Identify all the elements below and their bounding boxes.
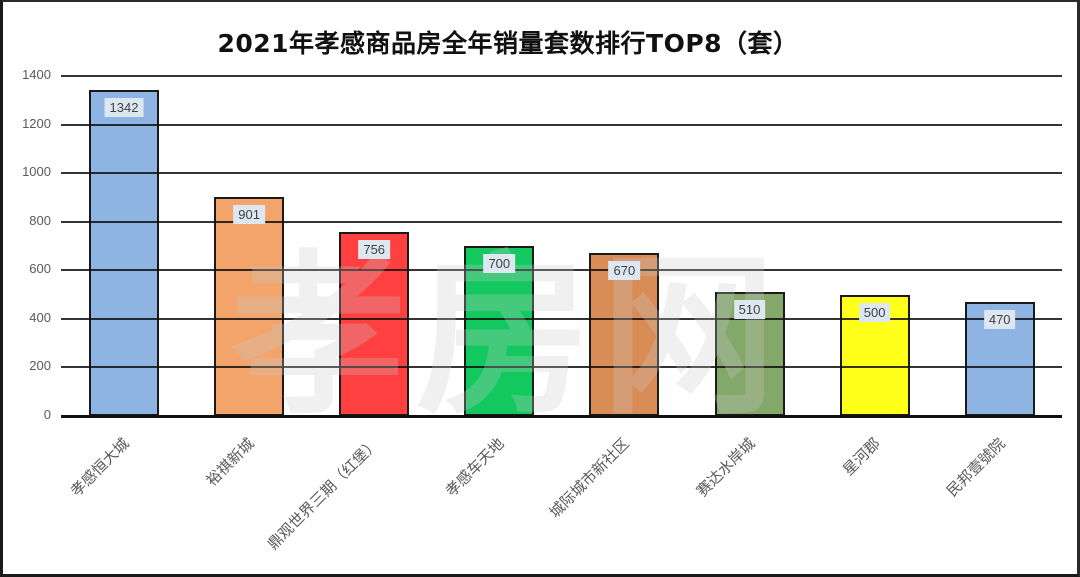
chart-title: 2021年孝感商品房全年销量套数排行TOP8（套）: [217, 29, 799, 58]
gridline: [61, 269, 1062, 272]
bar-3: [339, 232, 410, 416]
gridline: [61, 317, 1062, 320]
y-tick-label: 1400: [22, 67, 51, 82]
y-tick-label: 1000: [22, 164, 51, 180]
data-label: 1342: [104, 98, 144, 118]
data-label: 756: [358, 240, 391, 260]
bar-1: [89, 90, 159, 416]
y-tick-label: 800: [29, 212, 51, 228]
data-label: 470: [983, 309, 1016, 329]
data-label: 670: [608, 261, 641, 281]
x-tick-label: 赛达水岸城: [692, 434, 759, 501]
x-tick-label: 民邦壹號院: [942, 434, 1009, 501]
bar-2: [214, 197, 285, 416]
data-label: 901: [233, 205, 265, 225]
y-tick-label: 400: [29, 309, 51, 325]
data-label: 500: [858, 302, 891, 322]
x-tick-label: 裕祺新城: [202, 434, 258, 490]
gridline: [61, 366, 1062, 369]
y-tick-label: 0: [43, 407, 51, 422]
gridline: [61, 123, 1062, 126]
data-label: 510: [733, 300, 766, 320]
y-tick-label: 600: [29, 261, 51, 277]
x-axis-line: [61, 415, 1062, 418]
bar-5: [589, 253, 660, 416]
x-tick-label: 鼎观世界三期（红堡）: [264, 434, 383, 554]
y-tick-label: 1200: [22, 115, 51, 131]
gridline: [61, 220, 1062, 223]
x-tick-label: 城际城市新社区: [546, 434, 634, 522]
gridline: [61, 172, 1062, 175]
gridline: [61, 75, 1062, 77]
x-tick-label: 孝感车天地: [442, 434, 509, 501]
bar-4: [464, 246, 535, 416]
data-label: 700: [483, 254, 516, 273]
x-tick-label: 孝感恒大城: [66, 434, 133, 501]
x-tick-label: 星河郡: [838, 434, 884, 480]
y-tick-label: 200: [29, 358, 51, 374]
